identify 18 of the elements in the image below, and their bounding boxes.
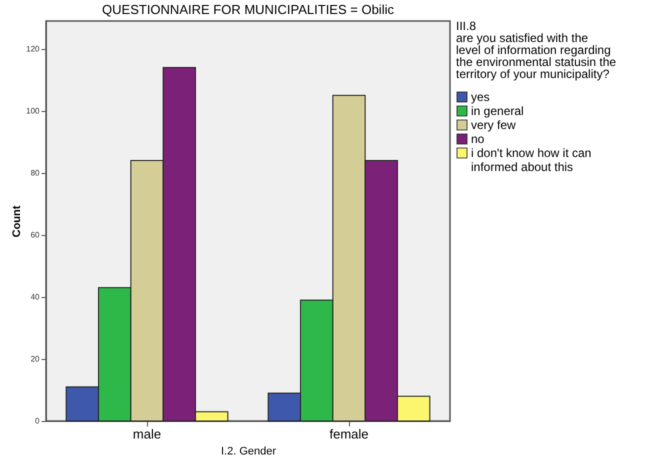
x-tick-label: female (329, 426, 369, 442)
x-axis-title: I.2. Gender (220, 446, 276, 458)
y-tick-label: 20 (30, 354, 40, 364)
legend-label: i don't know how it can informed about this (471, 146, 592, 174)
y-tick-label: 60 (30, 230, 40, 240)
legend-label: no (471, 132, 485, 146)
y-tick-label: 80 (30, 168, 40, 178)
y-tick-label: 0 (35, 416, 40, 426)
y-tick-label: 40 (30, 292, 40, 302)
legend-label: yes (471, 90, 490, 104)
legend-label: very few (471, 118, 516, 132)
y-tick-label: 120 (26, 44, 40, 54)
legend-label: in general (471, 104, 524, 118)
y-axis-title: Count (11, 205, 24, 238)
legend-title: III.8 are you satisfied with the level of information regarding the environmental statusin the territory of your municipality? (456, 19, 616, 81)
x-tick-label: male (132, 426, 162, 442)
chart-title: QUESTIONNAIRE FOR MUNICIPALITIES = Obilic (102, 2, 394, 17)
y-tick-label: 100 (26, 106, 40, 116)
